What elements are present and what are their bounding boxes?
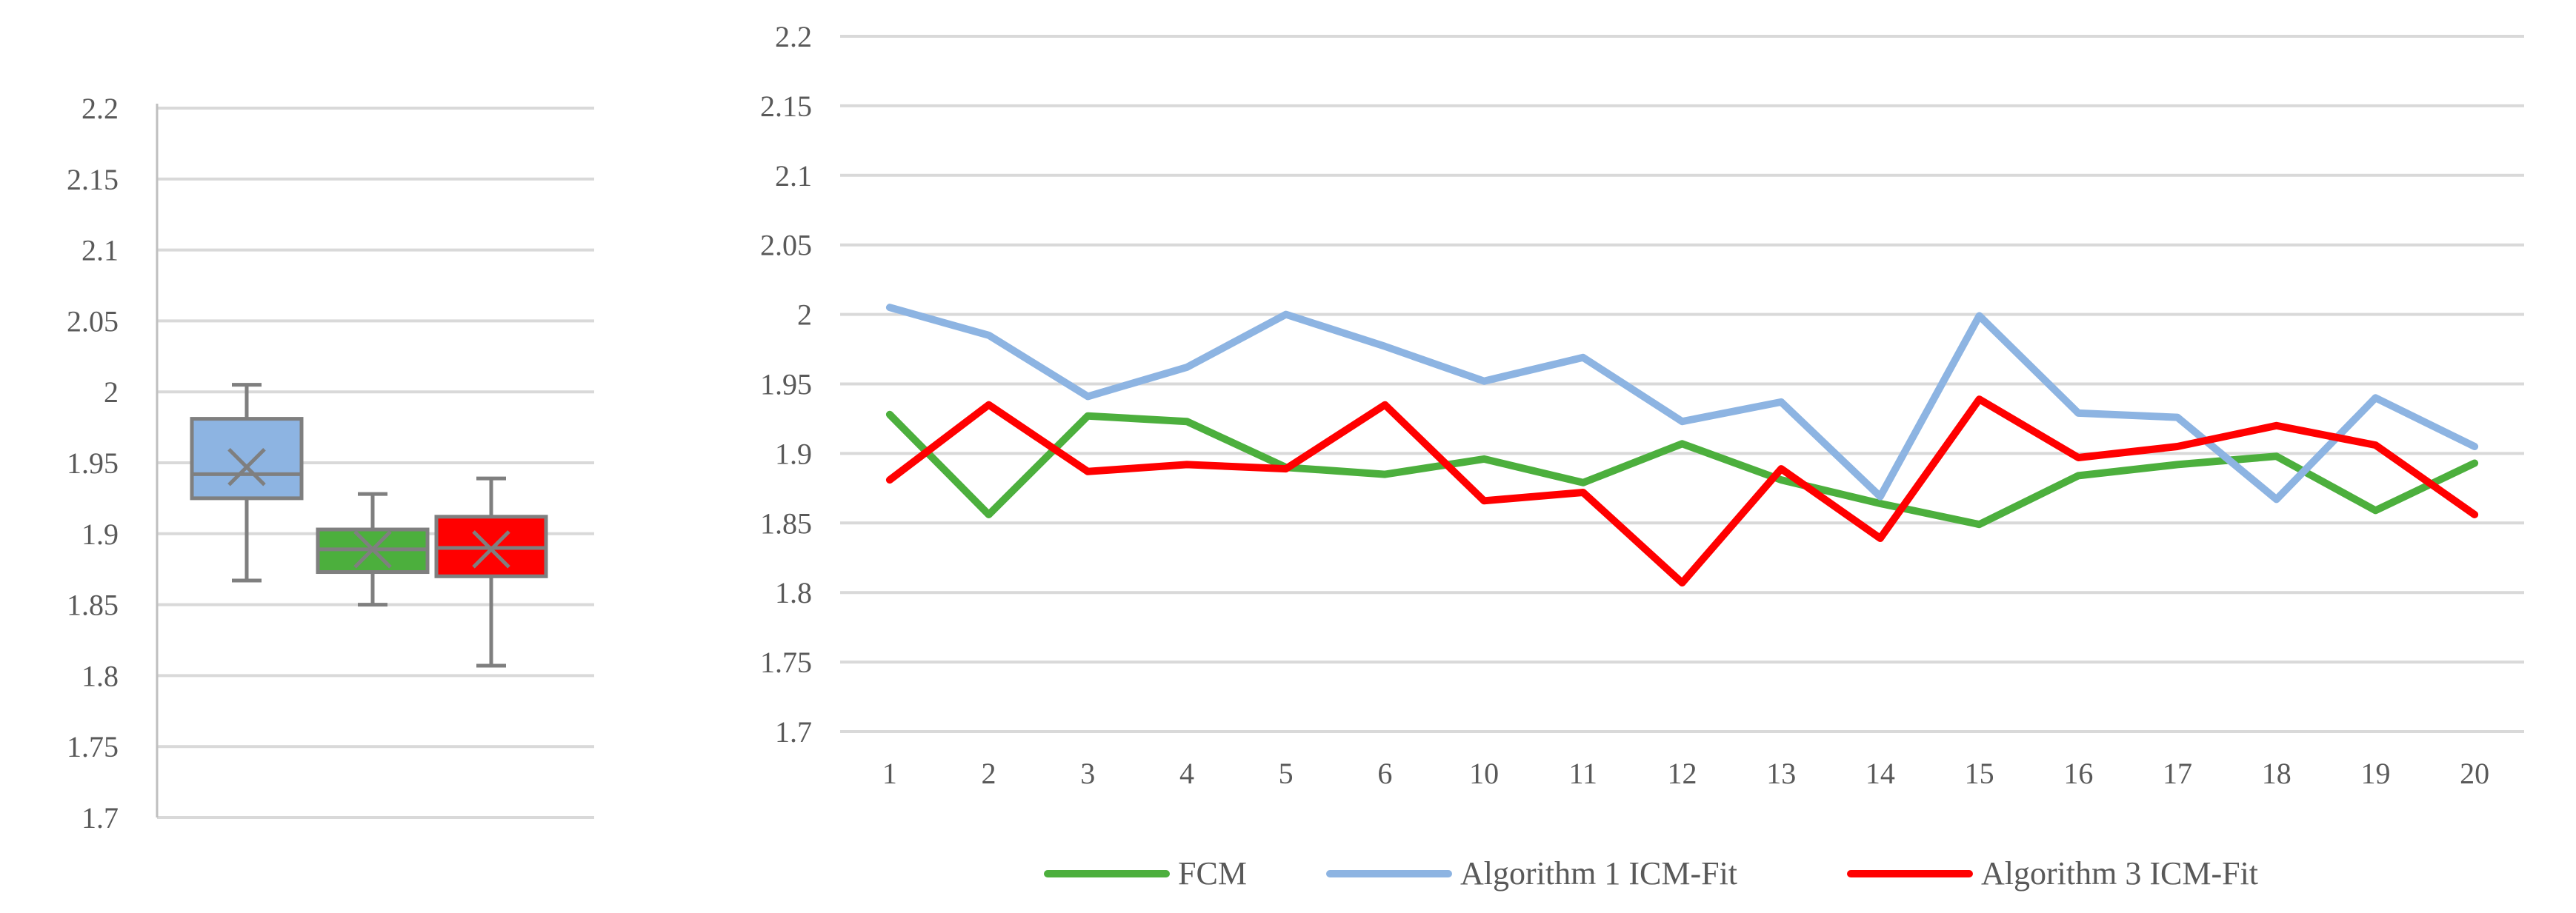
line-x-tick-label: 12 [1668, 757, 1697, 790]
series-line-3 [885, 395, 2479, 587]
box-plot-boxes [190, 383, 548, 668]
line-y-tick-label: 2.2 [775, 20, 812, 53]
line-y-tick-label: 1.75 [760, 646, 812, 679]
box-y-tick-label: 1.9 [81, 518, 119, 551]
box-plot-y-axis: 2.2 2.15 2.1 2.05 2 1.95 1.9 1.85 1.8 1.75 1.7 [67, 92, 119, 835]
line-y-tick-label: 1.9 [775, 437, 812, 470]
box-y-tick-label: 1.95 [67, 447, 119, 480]
legend-item-2: Algorithm 1 ICM-Fit [1326, 855, 1737, 892]
legend-label: Algorithm 3 ICM-Fit [1981, 855, 2258, 892]
box-mean-marker [472, 530, 510, 569]
box-y-tick-label: 2.05 [67, 304, 119, 338]
box-y-tick-label: 1.7 [81, 801, 119, 835]
box-y-tick-label: 2.15 [67, 163, 119, 196]
series-line-2 [885, 304, 2479, 504]
line-x-tick-label: 5 [1279, 757, 1294, 790]
line-chart-y-axis: 2.2 2.15 2.1 2.05 2 1.95 1.9 1.85 1.8 1.75 1.7 [760, 20, 812, 749]
line-x-tick-label: 18 [2262, 757, 2292, 790]
legend-label: FCM [1178, 855, 1247, 892]
box-3 [434, 476, 548, 668]
line-x-tick-label: 19 [2360, 757, 2390, 790]
line-x-tick-label: 13 [1766, 757, 1796, 790]
line-chart-x-axis: 1 2 3 4 5 6 10 11 12 13 14 15 16 17 18 19 20 [882, 757, 2489, 790]
box-body [190, 417, 304, 501]
box-1 [190, 383, 304, 583]
box-y-tick-label: 1.85 [67, 589, 119, 622]
line-x-tick-label: 14 [1866, 757, 1895, 790]
box-mean-marker [227, 447, 266, 486]
line-y-tick-label: 1.85 [760, 506, 812, 540]
line-chart-series [885, 304, 2479, 587]
line-y-tick-label: 1.7 [775, 715, 812, 749]
box-y-tick-label: 1.8 [81, 659, 119, 692]
box-y-tick-label: 2.1 [81, 234, 119, 267]
line-y-tick-label: 2.15 [760, 90, 812, 123]
line-y-tick-label: 2.1 [775, 159, 812, 193]
box-y-tick-label: 1.75 [67, 730, 119, 763]
line-x-tick-label: 11 [1569, 757, 1598, 790]
line-y-tick-label: 2.05 [760, 229, 812, 262]
box-y-tick-label: 2.2 [81, 92, 119, 125]
box-plot-chart: 2.2 2.15 2.1 2.05 2 1.95 1.9 1.85 1.8 1.75 1.7 [67, 92, 594, 835]
legend-item-1: FCM [1044, 855, 1247, 892]
line-x-tick-label: 4 [1179, 757, 1194, 790]
box-mean-marker [353, 530, 392, 569]
line-x-tick-label: 1 [882, 757, 897, 790]
box-2 [316, 492, 430, 607]
legend-item-3: Algorithm 3 ICM-Fit [1847, 855, 2258, 892]
line-x-tick-label: 20 [2460, 757, 2489, 790]
line-x-tick-label: 3 [1080, 757, 1095, 790]
line-x-tick-label: 16 [2063, 757, 2093, 790]
line-chart-gridlines [840, 35, 2524, 733]
line-y-tick-label: 2 [797, 298, 812, 332]
line-y-tick-label: 1.8 [775, 576, 812, 609]
legend-label: Algorithm 1 ICM-Fit [1460, 855, 1737, 892]
box-y-tick-label: 2 [104, 375, 119, 409]
line-x-tick-label: 6 [1377, 757, 1392, 790]
line-chart-legend: FCM Algorithm 1 ICM-Fit Algorithm 3 ICM-Fi… [1044, 855, 2258, 892]
line-x-tick-label: 2 [982, 757, 996, 790]
line-x-tick-label: 10 [1469, 757, 1499, 790]
line-x-tick-label: 15 [1965, 757, 1994, 790]
series-line-1 [885, 410, 2479, 529]
line-y-tick-label: 1.95 [760, 368, 812, 401]
line-x-tick-label: 17 [2163, 757, 2192, 790]
